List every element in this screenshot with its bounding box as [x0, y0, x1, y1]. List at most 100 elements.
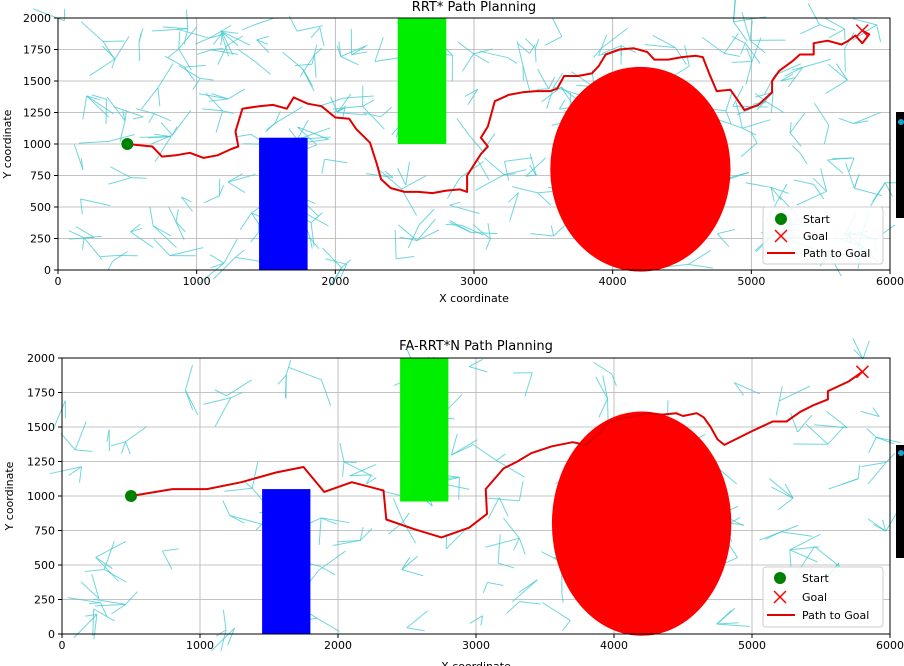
tree-edge [341, 259, 352, 269]
tree-edge [154, 136, 172, 163]
tree-edge [789, 122, 792, 133]
tree-edge [214, 397, 232, 427]
tree-edge [217, 45, 228, 65]
legend-path-label: Path to Goal [803, 247, 870, 260]
tree-edge [805, 423, 829, 445]
tree-edge [476, 158, 490, 181]
tree-edge [103, 541, 115, 570]
tree-edge [451, 439, 478, 456]
cropped-legend-dot [898, 450, 904, 456]
tree-edge [469, 615, 483, 624]
tree-edge [380, 106, 393, 118]
tree-edge [800, 24, 820, 35]
tree-edge [399, 236, 418, 242]
tree-edge [598, 34, 608, 56]
tree-edge [75, 449, 93, 452]
tree-edge [113, 106, 144, 118]
tree-edge [473, 48, 493, 55]
tree-edge [124, 110, 127, 121]
tree-edge [507, 57, 518, 64]
tree-edge [130, 223, 141, 233]
tree-edge [157, 63, 174, 88]
tree-edge [524, 372, 533, 397]
tree-edge [227, 173, 243, 183]
x-tick-label: 1000 [186, 639, 214, 652]
tree-edge [848, 157, 855, 172]
tree-edge [475, 174, 505, 191]
tree-edge [202, 108, 223, 112]
tree-edge [486, 497, 520, 502]
tree-edge [339, 442, 345, 462]
tree-edge [745, 182, 772, 188]
tree-edge [827, 159, 844, 174]
tree-edge [876, 24, 882, 43]
tree-edge [314, 47, 323, 56]
tree-edge [778, 386, 783, 402]
tree-edge [717, 228, 736, 235]
tree-edge [205, 92, 223, 112]
tree-edge [402, 521, 417, 544]
tree-edge [125, 426, 148, 443]
tree-edge [867, 518, 887, 532]
tree-edge [296, 25, 323, 32]
tree-edge [111, 58, 116, 69]
tree-edge [149, 206, 154, 226]
legend: Start Goal Path to Goal [762, 206, 884, 265]
x-tick-label: 2000 [321, 275, 349, 288]
tree-edge [250, 231, 260, 243]
tree-edge [313, 54, 317, 78]
chart-title: FA-RRT*N Path Planning [399, 339, 553, 354]
tree-edge [512, 579, 538, 603]
tree-edge [771, 486, 794, 499]
tree-edge [480, 615, 484, 626]
tree-edge [80, 581, 100, 600]
tree-edge [200, 77, 214, 81]
tree-edge [299, 54, 315, 77]
tree-edge [457, 41, 475, 55]
tree-edge [534, 48, 537, 63]
tree-edge [716, 607, 736, 625]
legend-goal-label: Goal [802, 591, 827, 604]
tree-edge [110, 441, 126, 447]
tree-edge [799, 152, 808, 165]
tree-edge [458, 477, 460, 500]
tree-edge [497, 562, 515, 569]
tree-edge [723, 33, 739, 54]
tree-edge [732, 105, 768, 108]
x-tick-label: 1000 [183, 275, 211, 288]
tree-edge [813, 102, 830, 126]
tree-edge [108, 134, 135, 142]
legend-start-label: Start [803, 213, 831, 226]
tree-edge [853, 120, 869, 124]
tree-edge [725, 110, 732, 124]
tree-edge [220, 629, 227, 652]
tree-edge [553, 222, 568, 237]
tree-edge [770, 92, 774, 113]
tree-edge [857, 464, 861, 479]
tree-edge [218, 184, 225, 196]
y-tick-label: 1750 [23, 44, 51, 57]
tree-edge [321, 159, 326, 174]
tree-edge [449, 220, 472, 233]
x-tick-label: 5000 [738, 639, 766, 652]
tree-edge [251, 461, 259, 489]
tree-edge [241, 24, 255, 31]
tree-edge [152, 225, 177, 248]
tree-edge [67, 597, 101, 604]
tree-edge [216, 629, 227, 637]
tree-edge [775, 400, 780, 416]
tree-edge [471, 443, 497, 461]
tree-edge [349, 463, 377, 477]
tree-edge [120, 441, 127, 454]
y-axis-label: Y coordinate [1, 109, 14, 179]
tree-edge [774, 63, 802, 76]
tree-edge [296, 119, 309, 140]
tree-edge [320, 379, 332, 406]
tree-edge [196, 49, 212, 55]
tree-edge [80, 198, 111, 207]
tree-edge [835, 63, 848, 81]
tree-edge [274, 110, 281, 124]
tree-edge [449, 204, 480, 214]
tree-edge [68, 466, 82, 476]
